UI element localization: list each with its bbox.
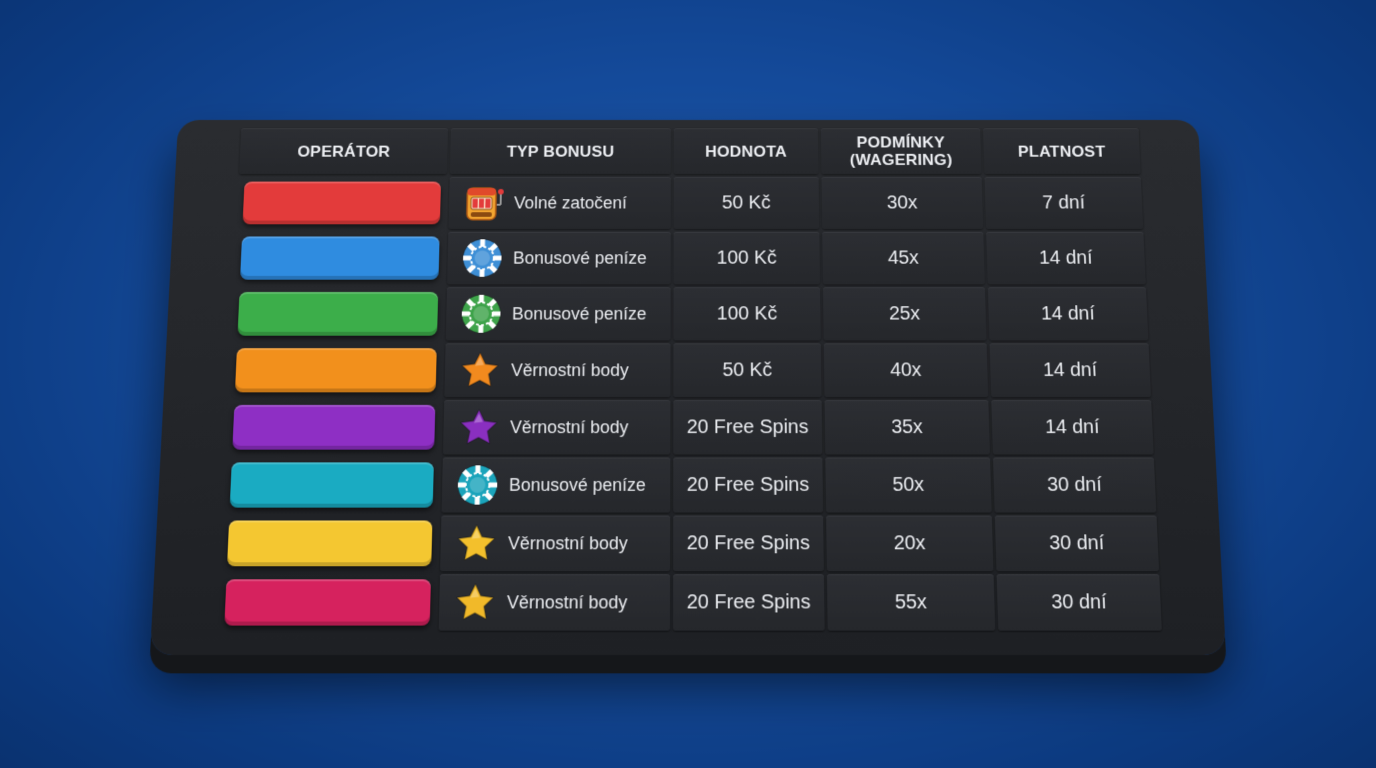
validity-cell: 14 dní <box>991 400 1154 455</box>
bonus-type-label: Věrnostní body <box>510 360 629 380</box>
bonus-type-label: Bonusové peníze <box>511 303 647 323</box>
bonus-value-cell: 20 Free Spins <box>673 457 824 513</box>
star-icon <box>457 406 501 449</box>
bonus-type-label: Bonusové peníze <box>512 248 647 267</box>
bonus-type-cell: Věrnostní body <box>444 343 671 398</box>
bonus-type-cell: Věrnostní body <box>438 574 671 631</box>
wagering-cell: 40x <box>823 343 989 398</box>
bonus-value-cell: 100 Kč <box>673 287 821 341</box>
operator-cell <box>226 400 441 454</box>
validity-cell: 14 dní <box>987 287 1149 341</box>
header-row: OPERÁTOR TYP BONUSU HODNOTA PODMÍNKY (WA… <box>239 128 1141 175</box>
bonus-value-cell: 50 Kč <box>673 343 822 398</box>
table-row: Věrnostní body 20 Free Spins 55x 30 dní <box>218 574 1162 631</box>
poker-chip-icon <box>461 237 504 278</box>
table-row: Věrnostní body 20 Free Spins 20x 30 dní <box>221 515 1160 572</box>
validity-cell: 30 dní <box>994 515 1160 572</box>
star-icon <box>453 580 498 624</box>
star-icon <box>454 521 498 565</box>
operator-cell <box>231 287 444 340</box>
wagering-cell: 45x <box>822 231 985 285</box>
operator-color-bar[interactable] <box>237 291 439 336</box>
header-operator: OPERÁTOR <box>239 128 449 175</box>
bonus-type-cell: Věrnostní body <box>440 515 671 572</box>
header-conditions: PODMÍNKY (WAGERING) <box>820 128 982 175</box>
operator-cell <box>229 343 443 397</box>
poker-chip-icon <box>459 293 502 335</box>
table-body: Volné zatočení 50 Kč 30x 7 dní Bonusové pení… <box>218 176 1162 631</box>
validity-cell: 14 dní <box>986 231 1146 285</box>
operator-color-bar[interactable] <box>229 462 434 508</box>
operator-color-bar[interactable] <box>227 520 433 567</box>
wagering-cell: 30x <box>821 176 984 229</box>
operator-cell <box>224 457 440 512</box>
operator-color-bar[interactable] <box>240 236 440 280</box>
bonus-type-cell: Bonusové peníze <box>445 287 671 341</box>
operator-cell <box>237 177 447 229</box>
wagering-cell: 25x <box>822 287 987 341</box>
header-value: HODNOTA <box>673 128 819 175</box>
table-row: Bonusové peníze 100 Kč 25x 14 dní <box>231 287 1149 341</box>
poker-chip-icon <box>455 463 499 506</box>
operator-color-bar[interactable] <box>242 181 441 225</box>
bonus-value-cell: 20 Free Spins <box>673 515 824 572</box>
wagering-cell: 35x <box>824 400 990 455</box>
header-type: TYP BONUSU <box>449 128 671 175</box>
operator-cell <box>218 574 437 630</box>
table-row: Věrnostní body 50 Kč 40x 14 dní <box>229 343 1152 398</box>
validity-cell: 14 dní <box>989 343 1152 398</box>
bonus-type-label: Věrnostní body <box>506 591 628 612</box>
bonus-value-cell: 20 Free Spins <box>673 400 823 455</box>
bonus-type-label: Věrnostní body <box>507 532 628 553</box>
validity-cell: 30 dní <box>996 574 1162 631</box>
wagering-cell: 50x <box>825 457 992 513</box>
table-row: Volné zatočení 50 Kč 30x 7 dní <box>237 176 1144 229</box>
table-row: Bonusové peníze 100 Kč 45x 14 dní <box>234 231 1146 285</box>
slot-machine-icon <box>462 182 505 223</box>
bonus-value-cell: 20 Free Spins <box>673 574 825 631</box>
bonus-type-label: Volné zatočení <box>513 193 627 212</box>
bonus-type-label: Bonusové peníze <box>508 474 646 495</box>
bonus-value-cell: 100 Kč <box>673 231 821 285</box>
wagering-cell: 20x <box>826 515 994 572</box>
operator-color-bar[interactable] <box>232 404 436 450</box>
bonus-type-label: Věrnostní body <box>509 417 629 437</box>
operator-color-bar[interactable] <box>224 579 431 626</box>
bonus-type-cell: Bonusové peníze <box>447 231 671 285</box>
table-row: Bonusové peníze 20 Free Spins 50x 30 dní <box>224 457 1157 513</box>
header-validity: PLATNOST <box>982 128 1141 175</box>
operator-cell <box>221 516 439 572</box>
bonus-type-cell: Věrnostní body <box>442 400 671 455</box>
bonus-table: OPERÁTOR TYP BONUSU HODNOTA PODMÍNKY (WA… <box>215 125 1165 633</box>
bonus-type-cell: Volné zatočení <box>448 176 671 229</box>
validity-cell: 30 dní <box>992 457 1157 513</box>
operator-color-bar[interactable] <box>234 348 437 393</box>
bonus-value-cell: 50 Kč <box>673 176 820 229</box>
wagering-cell: 55x <box>826 574 996 631</box>
star-icon <box>458 349 502 391</box>
table-row: Věrnostní body 20 Free Spins 35x 14 dní <box>226 400 1154 455</box>
bonus-type-cell: Bonusové peníze <box>441 457 671 513</box>
bonus-board: OPERÁTOR TYP BONUSU HODNOTA PODMÍNKY (WA… <box>150 119 1226 655</box>
operator-cell <box>234 232 445 285</box>
validity-cell: 7 dní <box>984 176 1144 229</box>
